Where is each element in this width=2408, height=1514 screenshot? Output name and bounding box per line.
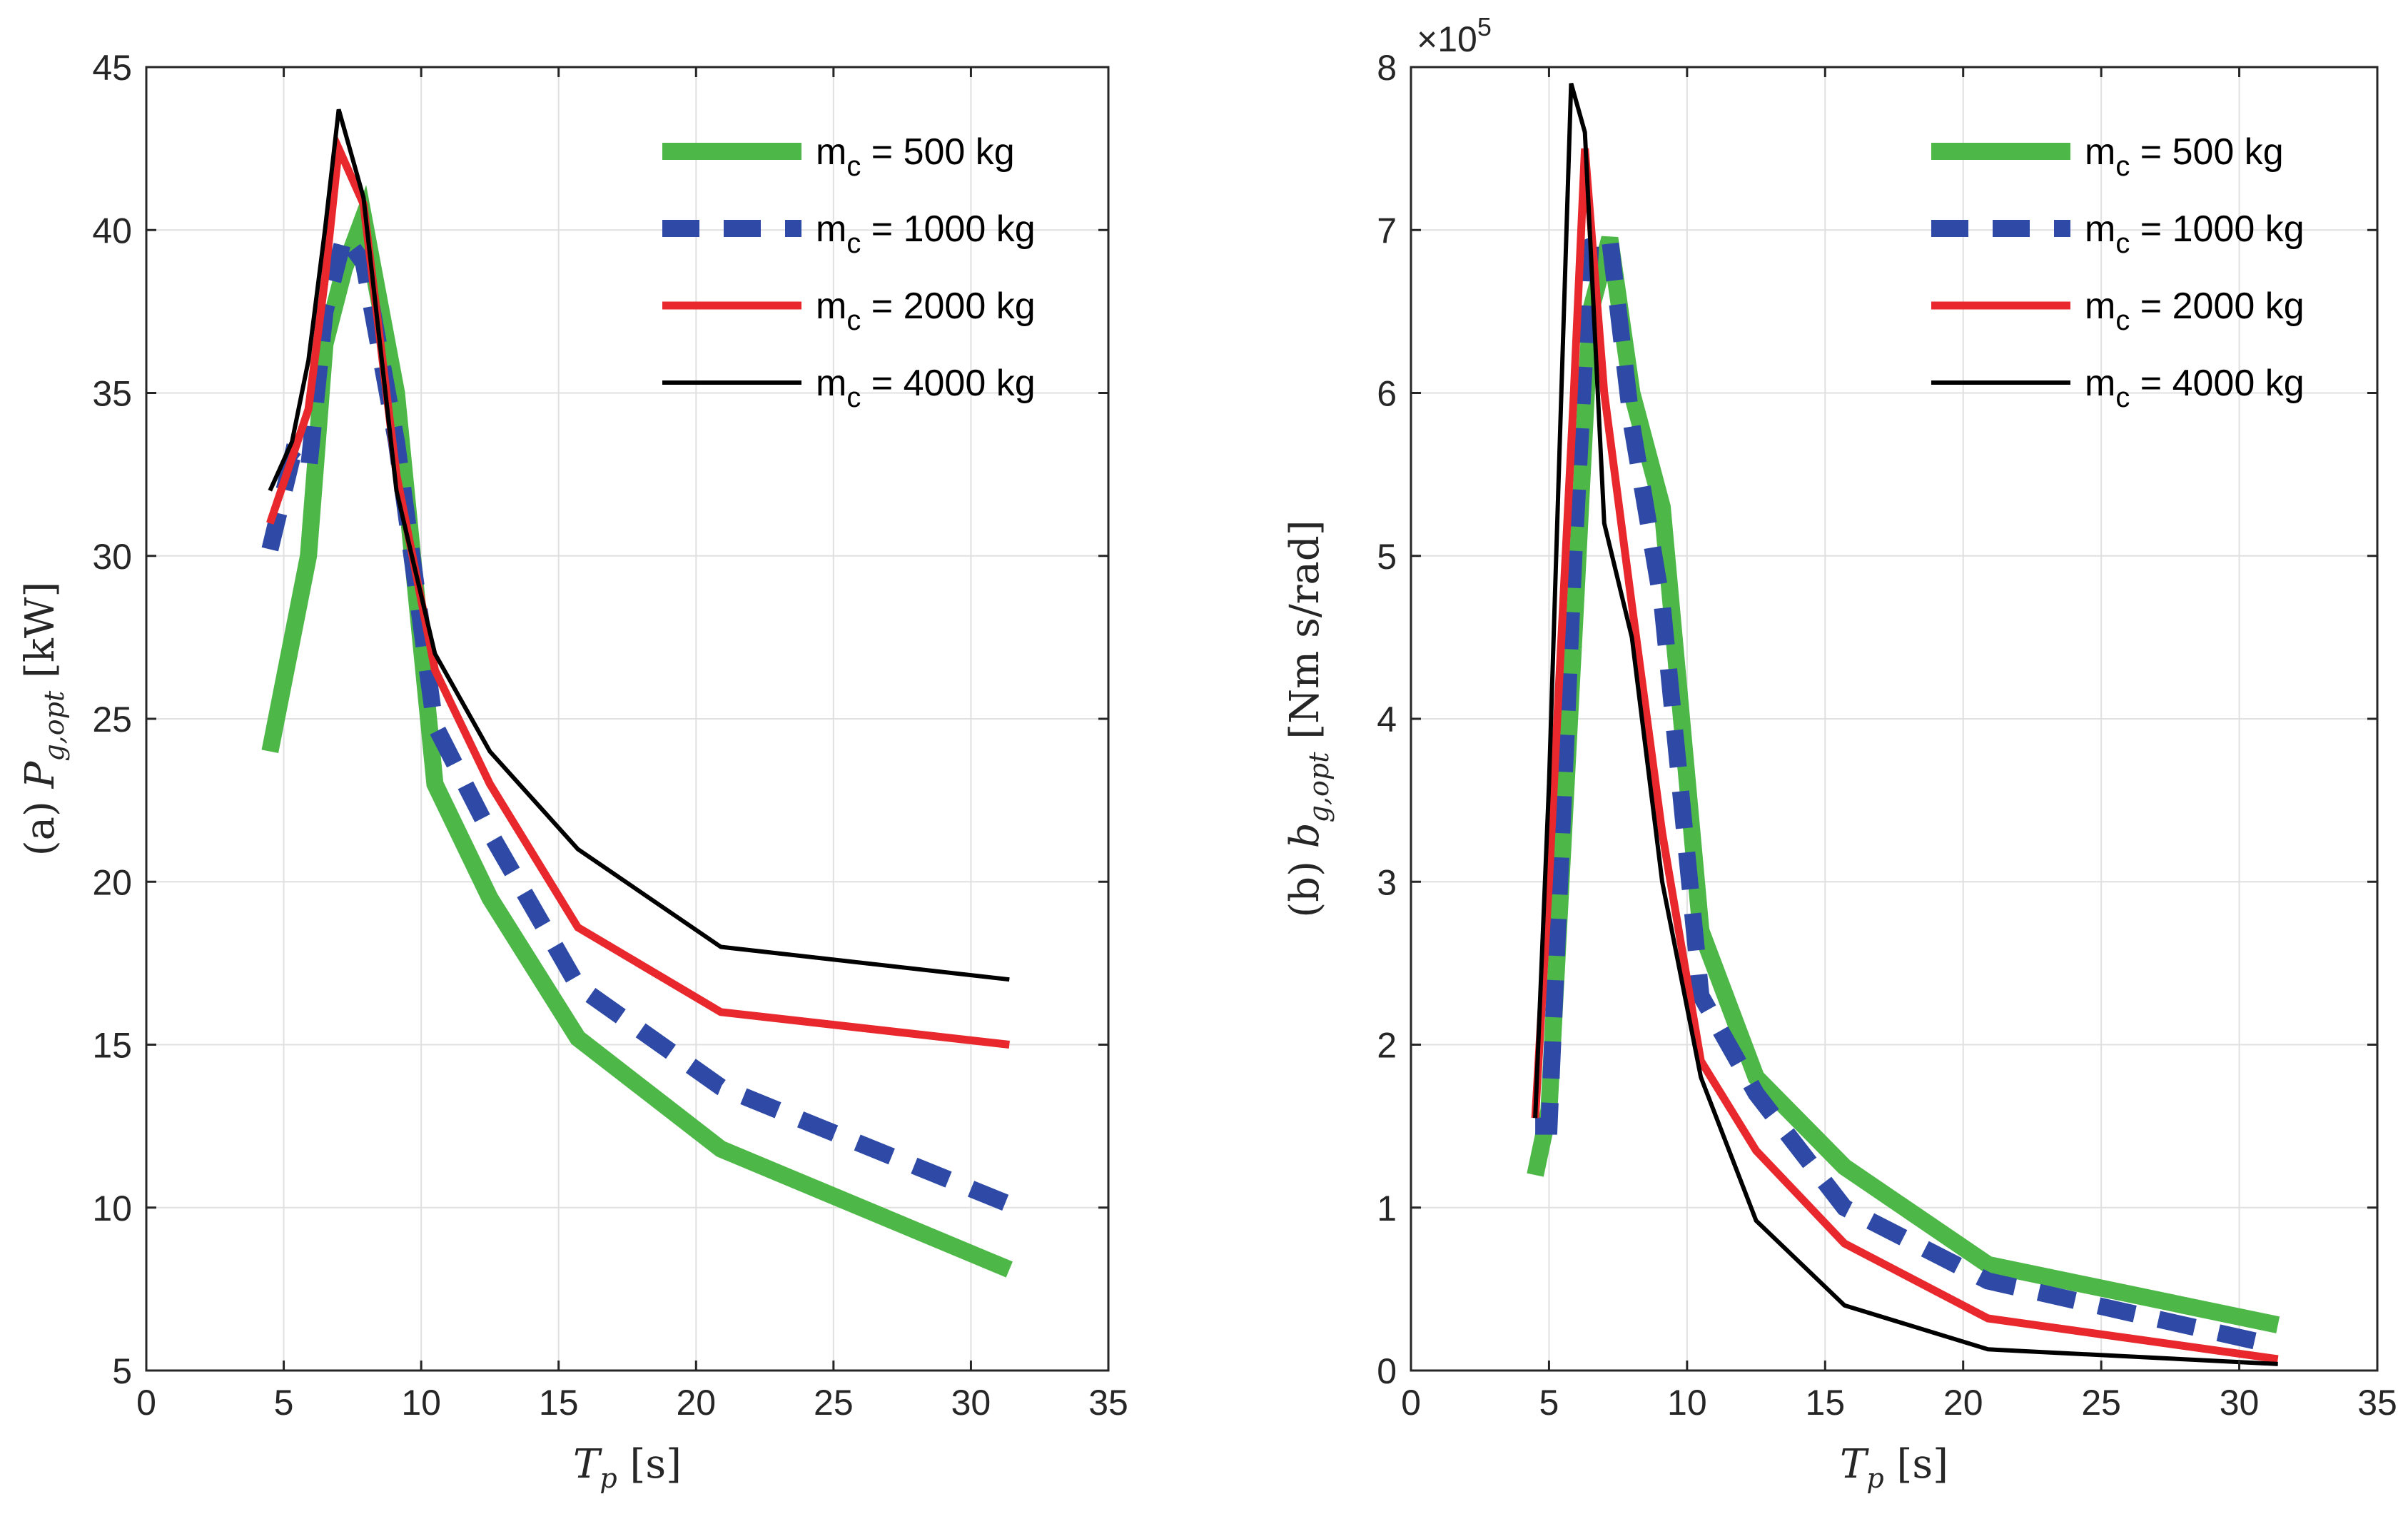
series-line-2 (261, 216, 1013, 1213)
series-line-3 (1531, 148, 2279, 1363)
x-tick-label: 35 (2357, 1383, 2397, 1423)
y-tick-label: 0 (1377, 1351, 1397, 1391)
x-tick-label: 25 (814, 1383, 854, 1423)
y-tick-label: 1 (1377, 1189, 1397, 1228)
x-axis-label: Tp [s] (1840, 1441, 1948, 1494)
x-tick-label: 0 (136, 1383, 156, 1423)
legend: mc = 500 kg mc = 1000 kg mc = 2000 kg mc = … (662, 131, 1036, 413)
y-tick-label: 10 (92, 1189, 132, 1228)
legend-label-3: mc = 2000 kg (816, 286, 1036, 336)
axis-exponent: ×105 (1417, 12, 1492, 59)
y-tick-label: 4 (1377, 700, 1397, 740)
series-line-1 (1527, 236, 2280, 1333)
series-line-1 (261, 185, 1013, 1278)
legend-label-3: mc = 2000 kg (2085, 286, 2305, 336)
chart-panel-b: 0 5 10 15 20 25 30 35 0 1 2 3 4 5 6 7 8 ×105 Tp [s] (b) bg,… (1282, 12, 2397, 1494)
legend-label-1: mc = 500 kg (2085, 131, 2284, 182)
x-tick-label: 35 (1088, 1383, 1128, 1423)
y-tick-label: 20 (92, 862, 132, 902)
legend-label-2: mc = 1000 kg (816, 208, 1036, 259)
x-tick-label: 30 (951, 1383, 991, 1423)
x-tick-label: 20 (1943, 1383, 1983, 1423)
y-tick-label: 3 (1377, 862, 1397, 902)
y-tick-label: 15 (92, 1026, 132, 1066)
y-tick-label: 30 (92, 537, 132, 577)
legend: mc = 500 kg mc = 1000 kg mc = 2000 kg mc = … (1931, 131, 2305, 413)
x-tick-label: 20 (676, 1383, 716, 1423)
series-line-4 (268, 108, 1010, 982)
y-tick-label: 5 (112, 1351, 132, 1391)
x-tick-label: 5 (1539, 1383, 1559, 1423)
y-axis-label: (a) Pg,opt [kW] (17, 582, 70, 856)
legend-label-1: mc = 500 kg (816, 131, 1015, 182)
y-axis-label: (b) bg,opt [Nm s/rad] (1282, 520, 1335, 917)
y-tick-label: 8 (1377, 48, 1397, 88)
y-tick-label: 7 (1377, 211, 1397, 251)
y-tick-label: 6 (1377, 374, 1397, 414)
legend-label-4: mc = 4000 kg (2085, 363, 2305, 413)
y-tick-label: 45 (92, 48, 132, 88)
y-tick-label: 2 (1377, 1026, 1397, 1066)
x-axis-label: Tp [s] (573, 1441, 682, 1494)
x-tick-label: 15 (1805, 1383, 1845, 1423)
y-tick-label: 25 (92, 700, 132, 740)
x-tick-label: 0 (1401, 1383, 1421, 1423)
y-tick-label: 35 (92, 374, 132, 414)
x-tick-label: 15 (539, 1383, 579, 1423)
y-tick-label: 40 (92, 211, 132, 251)
x-tick-label: 10 (1667, 1383, 1707, 1423)
x-tick-label: 25 (2081, 1383, 2121, 1423)
series-line-4 (1533, 82, 2278, 1366)
x-tick-label: 30 (2220, 1383, 2260, 1423)
series-line-2 (1535, 226, 2280, 1355)
x-tick-label: 10 (401, 1383, 441, 1423)
x-tick-label: 5 (274, 1383, 294, 1423)
legend-label-2: mc = 1000 kg (2085, 208, 2305, 259)
legend-label-4: mc = 4000 kg (816, 363, 1036, 413)
y-tick-label: 5 (1377, 537, 1397, 577)
